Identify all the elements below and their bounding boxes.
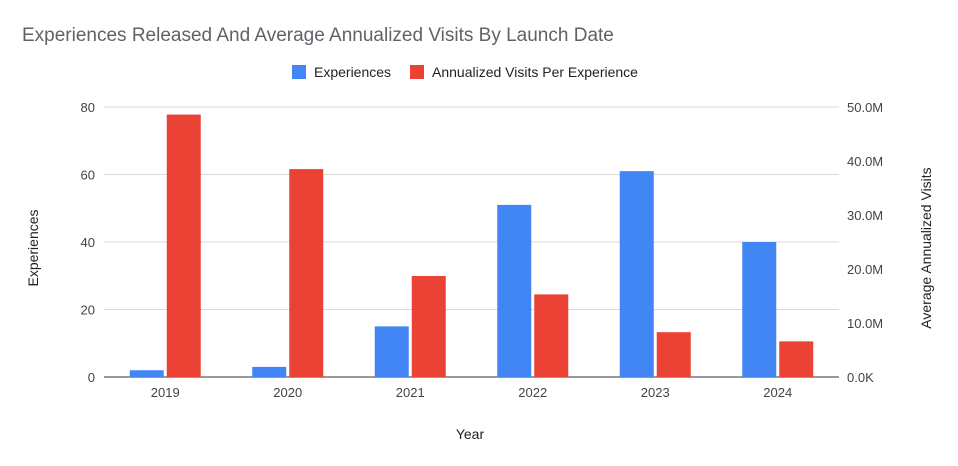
left-tick-label: 20: [81, 303, 95, 318]
visits-bar: [534, 294, 569, 377]
experiences-bar: [129, 370, 164, 377]
experiences-bar: [374, 326, 409, 377]
visits-bar: [289, 169, 324, 377]
chart-title: Experiences Released And Average Annuali…: [22, 25, 614, 46]
legend-label: Experiences: [314, 64, 391, 80]
left-axis-title: Experiences: [25, 209, 41, 286]
tick-labels: 0 20 40 60 80 0.0K 10.0M 20.0M 30.0M 40.0M 50.0M 20…: [81, 100, 884, 400]
left-tick-label: 0: [88, 370, 95, 385]
experiences-bar: [619, 171, 654, 377]
right-tick-label: 0.0K: [847, 370, 874, 385]
left-tick-label: 80: [81, 100, 95, 115]
visits-bar: [411, 276, 446, 377]
legend: Experiences Annualized Visits Per Experie…: [292, 64, 638, 80]
gridlines: [104, 106, 839, 378]
x-tick-label: 2022: [518, 385, 547, 400]
right-tick-label: 30.0M: [847, 208, 883, 223]
bars: [129, 114, 814, 377]
right-tick-label: 10.0M: [847, 316, 883, 331]
legend-swatch: [292, 65, 306, 79]
left-tick-label: 40: [81, 235, 95, 250]
x-axis-title: Year: [456, 426, 485, 442]
left-tick-label: 60: [81, 168, 95, 183]
right-axis-title: Average Annualized Visits: [918, 167, 934, 328]
x-tick-label: 2019: [151, 385, 180, 400]
x-tick-label: 2020: [273, 385, 302, 400]
x-tick-label: 2024: [763, 385, 792, 400]
experiences-bar: [497, 204, 532, 377]
legend-swatch: [410, 65, 424, 79]
x-tick-label: 2023: [641, 385, 670, 400]
experiences-bar: [252, 366, 287, 377]
experiences-bar: [742, 242, 777, 377]
right-tick-label: 40.0M: [847, 154, 883, 169]
visits-bar: [779, 341, 814, 377]
x-tick-label: 2021: [396, 385, 425, 400]
visits-bar: [656, 332, 691, 377]
legend-label: Annualized Visits Per Experience: [432, 64, 638, 80]
right-tick-label: 50.0M: [847, 100, 883, 115]
right-tick-label: 20.0M: [847, 262, 883, 277]
visits-bar: [166, 114, 201, 377]
